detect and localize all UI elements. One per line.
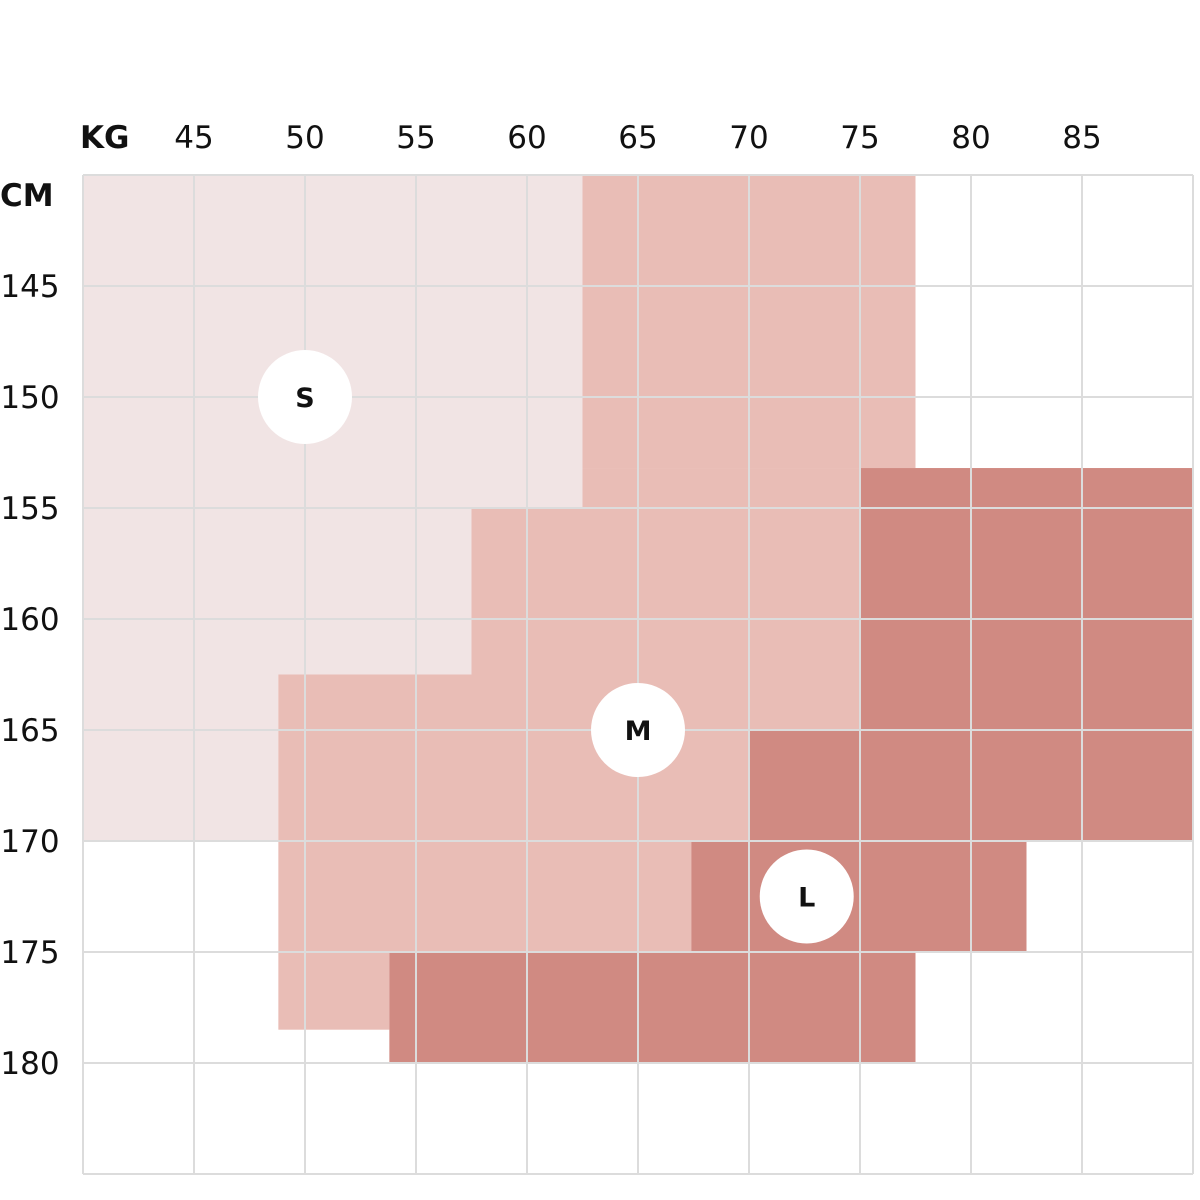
size-l-region	[860, 468, 1193, 841]
size-label: M	[625, 716, 652, 747]
x-tick-label: 50	[285, 120, 324, 156]
size-badges: S M L	[258, 350, 854, 944]
x-tick-label: 70	[729, 120, 768, 156]
y-tick-label: 150	[0, 380, 59, 416]
size-m-region	[278, 952, 390, 1030]
size-l-region	[749, 730, 860, 841]
size-s-region	[83, 508, 472, 675]
size-s-region	[83, 674, 279, 841]
size-l-region	[691, 841, 1027, 952]
y-tick-label: 160	[0, 602, 59, 638]
y-tick-label: 180	[0, 1046, 59, 1082]
y-tick-labels: 145 150 155 160 165 170 175 180	[0, 269, 59, 1082]
y-tick-label: 165	[0, 713, 59, 749]
y-tick-label: 145	[0, 269, 59, 305]
size-m-region	[582, 468, 860, 675]
y-unit-label: CM	[0, 178, 54, 214]
x-tick-label: 80	[951, 120, 990, 156]
x-tick-label: 75	[840, 120, 879, 156]
x-tick-label: 45	[174, 120, 213, 156]
y-tick-label: 155	[0, 491, 59, 527]
x-tick-label: 55	[396, 120, 435, 156]
badge-circle	[759, 849, 854, 944]
y-tick-label: 170	[0, 824, 59, 860]
size-s-region	[83, 175, 583, 508]
y-tick-label: 175	[0, 935, 59, 971]
x-tick-labels: 45 50 55 60 65 70 75 80 85	[174, 120, 1101, 156]
size-l-region	[389, 952, 916, 1063]
size-m-badge: M	[591, 683, 685, 777]
size-m-region	[278, 674, 860, 730]
badge-circle	[258, 350, 352, 444]
grid-lines	[82, 174, 1194, 1175]
badge-circle	[591, 683, 685, 777]
size-s-badge: S	[258, 350, 352, 444]
x-unit-label: KG	[80, 120, 129, 156]
size-m-region	[278, 841, 692, 952]
size-label: L	[798, 883, 815, 914]
x-tick-label: 65	[618, 120, 657, 156]
size-label: S	[295, 383, 314, 414]
x-tick-label: 60	[507, 120, 546, 156]
size-l-badge: L	[759, 849, 854, 944]
x-tick-label: 85	[1062, 120, 1101, 156]
